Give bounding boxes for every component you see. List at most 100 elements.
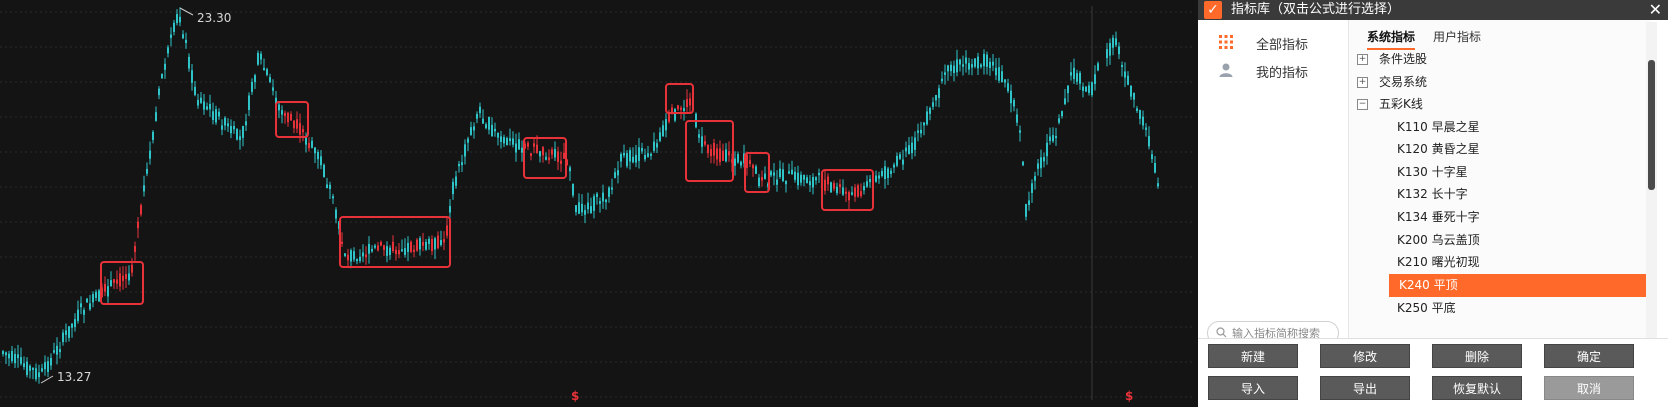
import-button[interactable]: 导入 bbox=[1208, 376, 1298, 400]
tree-scrollbar-thumb[interactable] bbox=[1648, 60, 1655, 190]
candle-body bbox=[440, 240, 442, 245]
expand-toggle-icon[interactable]: + bbox=[1357, 54, 1368, 65]
candle-body bbox=[536, 144, 538, 154]
dialog-titlebar[interactable]: ✓ 指标库（双击公式进行选择） ✕ bbox=[1198, 0, 1668, 20]
candle-body bbox=[215, 109, 217, 123]
candle-body bbox=[746, 154, 748, 168]
new-button[interactable]: 新建 bbox=[1208, 344, 1298, 368]
tree-item-k132[interactable]: K132 长十字 bbox=[1349, 183, 1651, 206]
candle-body bbox=[1139, 109, 1141, 119]
tree-item-k120[interactable]: K120 黄昏之星 bbox=[1349, 138, 1651, 161]
delete-button[interactable]: 删除 bbox=[1432, 344, 1522, 368]
candle-body bbox=[152, 131, 154, 140]
candle-body bbox=[17, 354, 19, 359]
candle-body bbox=[752, 165, 754, 169]
ok-button[interactable]: 确定 bbox=[1544, 344, 1634, 368]
tree-item-k134[interactable]: K134 垂死十字 bbox=[1349, 206, 1651, 229]
close-icon[interactable]: ✕ bbox=[1648, 0, 1662, 19]
tree-group-colored-candles[interactable]: − 五彩K线 bbox=[1349, 93, 1651, 116]
candle-body bbox=[617, 170, 619, 176]
candle-body bbox=[230, 126, 232, 134]
tree-item-k200[interactable]: K200 乌云盖顶 bbox=[1349, 229, 1651, 252]
dialog-button-bar: 新建 修改 删除 确定 导入 导出 恢复默认 取消 bbox=[1198, 338, 1668, 407]
restore-default-button[interactable]: 恢复默认 bbox=[1432, 376, 1522, 400]
candle-body bbox=[245, 121, 247, 126]
tree-item-k110[interactable]: K110 早晨之星 bbox=[1349, 116, 1651, 139]
candle-body bbox=[623, 152, 625, 156]
candle-body bbox=[701, 136, 703, 147]
candle-body bbox=[647, 153, 649, 157]
nav-item-my-indicators[interactable]: 我的指标 bbox=[1198, 56, 1348, 84]
candle-body bbox=[791, 169, 793, 175]
candle-body bbox=[410, 241, 412, 252]
candle-body bbox=[224, 117, 226, 126]
tab-system-indicators[interactable]: 系统指标 bbox=[1367, 28, 1416, 50]
candle-body bbox=[98, 290, 100, 302]
tree-label: K200 乌云盖顶 bbox=[1397, 233, 1480, 247]
pattern-highlight-box bbox=[339, 216, 451, 268]
tree-label: K130 十字星 bbox=[1397, 165, 1468, 179]
candle-body bbox=[599, 200, 601, 204]
candle-body bbox=[95, 291, 97, 298]
candle-body bbox=[836, 186, 838, 194]
collapse-toggle-icon[interactable]: − bbox=[1357, 99, 1368, 110]
candle-body bbox=[122, 275, 124, 281]
high-price-label: 23.30 bbox=[197, 11, 231, 25]
tree-label: K110 早晨之星 bbox=[1397, 120, 1480, 134]
candle-body bbox=[2, 351, 4, 355]
candle-body bbox=[1142, 116, 1144, 126]
candle-body bbox=[1055, 135, 1057, 139]
candle-body bbox=[812, 177, 814, 188]
candle-body bbox=[557, 151, 559, 162]
candle-body bbox=[1004, 79, 1006, 83]
candle-body bbox=[710, 149, 712, 157]
candle-body bbox=[788, 171, 790, 174]
candle-body bbox=[146, 168, 148, 174]
tree-group-condition-stock-picking[interactable]: + 条件选股 bbox=[1349, 48, 1651, 71]
candle-body bbox=[785, 180, 787, 185]
candle-body bbox=[680, 107, 682, 110]
candle-body bbox=[890, 170, 892, 174]
candle-body bbox=[371, 248, 373, 252]
candle-body bbox=[275, 97, 277, 105]
edit-button[interactable]: 修改 bbox=[1320, 344, 1410, 368]
candle-body bbox=[860, 191, 862, 197]
candle-body bbox=[404, 248, 406, 255]
tree-item-k130[interactable]: K130 十字星 bbox=[1349, 161, 1651, 184]
candle-body bbox=[1109, 43, 1111, 56]
nav-item-label: 全部指标 bbox=[1256, 38, 1309, 53]
tree-item-k210[interactable]: K210 曙光初现 bbox=[1349, 251, 1651, 274]
candle-body bbox=[659, 132, 661, 141]
candle-body bbox=[107, 286, 109, 297]
candle-body bbox=[374, 245, 376, 248]
expand-toggle-icon[interactable]: + bbox=[1357, 77, 1368, 88]
candle-body bbox=[23, 363, 25, 368]
candlestick-chart[interactable]: 23.30 13.27 $ $ bbox=[0, 0, 1198, 406]
candle-body bbox=[737, 154, 739, 163]
candle-body bbox=[278, 104, 280, 111]
tree-item-k240-selected[interactable]: K240 平顶 bbox=[1389, 274, 1647, 297]
candle-body bbox=[632, 156, 634, 163]
candle-body bbox=[125, 273, 127, 279]
search-input[interactable] bbox=[1232, 324, 1332, 342]
candle-body bbox=[779, 168, 781, 177]
candle-body bbox=[284, 112, 286, 116]
candle-body bbox=[227, 123, 229, 127]
candle-body bbox=[305, 136, 307, 145]
cancel-button[interactable]: 取消 bbox=[1544, 376, 1634, 400]
candle-body bbox=[71, 323, 73, 328]
candle-body bbox=[140, 205, 142, 215]
tree-group-trading-system[interactable]: + 交易系统 bbox=[1349, 71, 1651, 94]
candle-body bbox=[308, 143, 310, 149]
export-button[interactable]: 导出 bbox=[1320, 376, 1410, 400]
tree-item-k250[interactable]: K250 平底 bbox=[1349, 297, 1651, 320]
candle-body bbox=[185, 39, 187, 43]
candle-body bbox=[452, 181, 454, 195]
tab-user-indicators[interactable]: 用户指标 bbox=[1433, 30, 1482, 44]
candle-body bbox=[155, 112, 157, 121]
candle-body bbox=[1091, 82, 1093, 96]
user-icon bbox=[1219, 63, 1233, 77]
candle-body bbox=[674, 108, 676, 121]
candle-body bbox=[137, 221, 139, 229]
nav-item-all-indicators[interactable]: 全部指标 bbox=[1198, 28, 1348, 56]
